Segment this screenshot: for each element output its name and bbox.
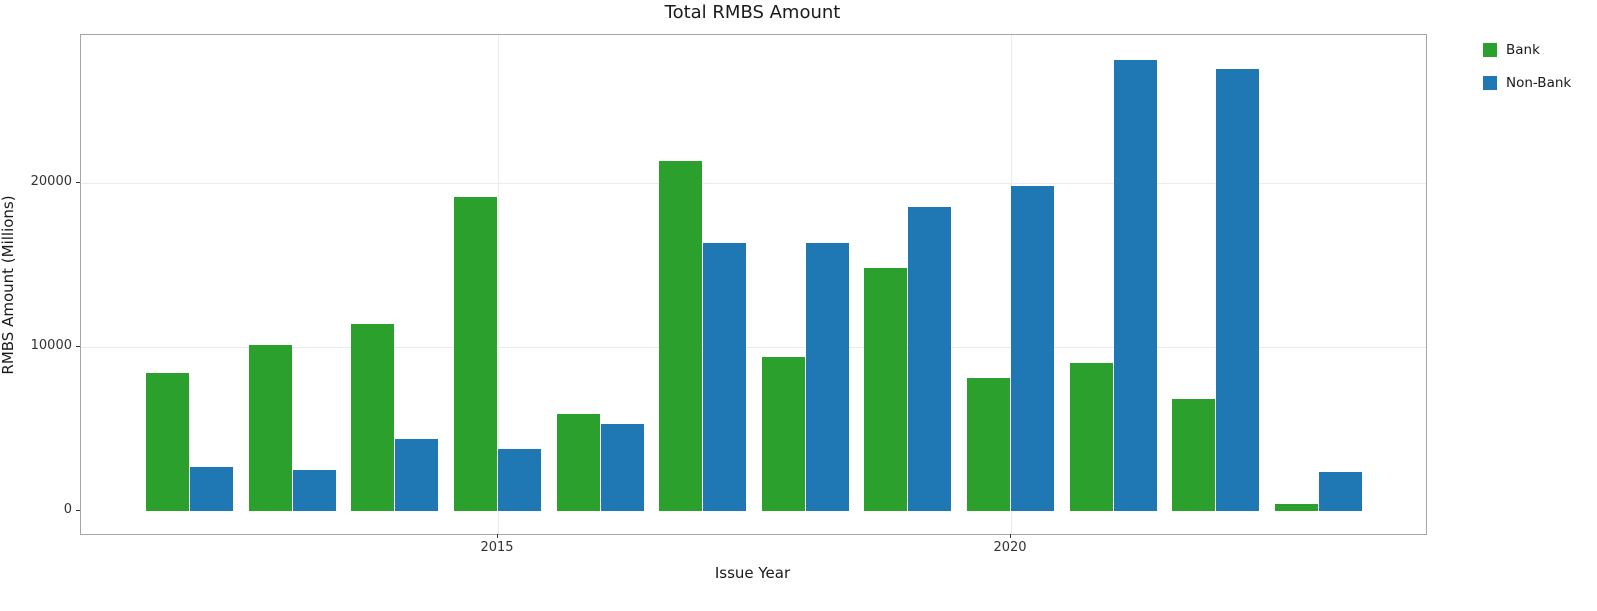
bar-bank-2018 xyxy=(761,356,805,511)
bar-non-bank-2017 xyxy=(703,243,747,511)
bar-bank-2013 xyxy=(248,345,292,511)
bar-bank-2019 xyxy=(864,268,908,511)
y-tick-mark xyxy=(76,181,80,183)
bar-bank-2022 xyxy=(1172,399,1216,511)
chart-title: Total RMBS Amount xyxy=(664,2,841,23)
bar-non-bank-2013 xyxy=(292,469,336,511)
y-axis-label: RMBS Amount (Millions) xyxy=(0,195,17,375)
x-tick-mark xyxy=(497,534,498,538)
bar-bank-2015 xyxy=(454,197,497,511)
bar-bank-2017 xyxy=(659,161,703,511)
legend-label: Non-Bank xyxy=(1506,75,1572,91)
x-axis-label: Issue Year xyxy=(714,564,791,582)
y-tick-label: 20000 xyxy=(30,173,72,189)
bar-bank-2021 xyxy=(1069,363,1113,511)
gridline-horizontal xyxy=(81,346,1426,348)
bar-non-bank-2016 xyxy=(600,424,644,511)
bar-non-bank-2018 xyxy=(805,243,849,511)
y-tick-label: 10000 xyxy=(30,337,72,353)
legend-entry-bank: Bank xyxy=(1483,42,1571,58)
plot-area xyxy=(80,34,1427,535)
gridline-horizontal xyxy=(81,182,1426,184)
legend-label: Bank xyxy=(1506,42,1540,58)
legend-swatch-bank xyxy=(1483,43,1497,57)
bar-bank-2023 xyxy=(1274,504,1318,511)
x-tick-mark xyxy=(1010,534,1011,538)
bar-non-bank-2022 xyxy=(1216,69,1260,511)
bar-bank-2016 xyxy=(556,414,600,511)
bar-bank-2012 xyxy=(146,373,190,511)
x-tick-label: 2020 xyxy=(993,540,1027,555)
y-tick-label: 0 xyxy=(63,502,72,517)
x-tick-label: 2015 xyxy=(480,540,514,555)
bar-non-bank-2012 xyxy=(190,466,234,511)
bar-non-bank-2021 xyxy=(1113,59,1157,511)
legend-swatch-non-bank xyxy=(1483,76,1497,90)
y-tick-mark xyxy=(76,510,80,511)
bar-bank-2020 xyxy=(967,378,1010,511)
bar-non-bank-2019 xyxy=(908,207,952,511)
legend: Bank Non-Bank xyxy=(1483,42,1571,108)
legend-entry-non-bank: Non-Bank xyxy=(1483,75,1571,91)
y-tick-mark xyxy=(76,345,80,347)
bar-non-bank-2014 xyxy=(395,438,439,511)
bar-non-bank-2020 xyxy=(1011,186,1054,511)
bar-bank-2014 xyxy=(351,323,395,511)
bar-non-bank-2023 xyxy=(1318,471,1362,511)
bar-non-bank-2015 xyxy=(498,448,541,511)
gridline-vertical xyxy=(498,35,499,534)
